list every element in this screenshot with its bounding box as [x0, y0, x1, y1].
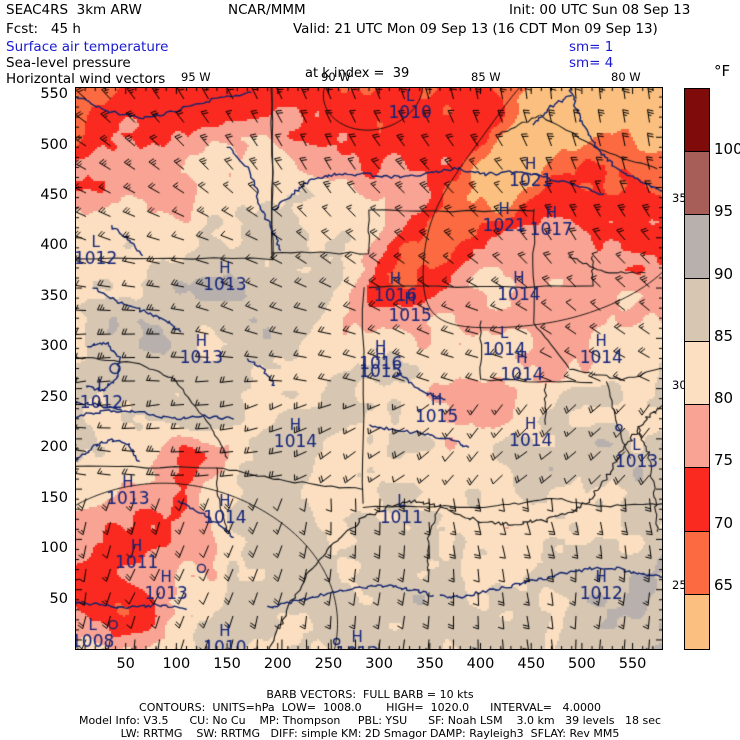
x-tick-350: 350: [415, 656, 444, 672]
model-info-label: Model Info: V3.5 CU: No Cu MP: Thompson …: [78, 714, 662, 727]
forecast-hour-label: Fcst: 45 h: [6, 21, 81, 37]
field-pressure-label: Sea-level pressure: [6, 55, 131, 71]
x-tick-100: 100: [162, 656, 191, 672]
physics-info-label: LW: RRTMG SW: RRTMG DIFF: simple KM: 2D …: [120, 727, 620, 740]
colorbar-tick-70: 70: [714, 513, 734, 532]
x-tick-200: 200: [263, 656, 292, 672]
colorbar-band-6: [685, 468, 709, 532]
longitude-label-0: 95 W: [181, 70, 211, 84]
colorbar-tick-80: 80: [714, 389, 734, 408]
x-tick-250: 250: [314, 656, 343, 672]
center-label: NCAR/MMM: [228, 2, 306, 18]
colorbar-units-label: °F: [714, 62, 731, 80]
colorbar-tick-95: 95: [714, 202, 734, 221]
y-tick-500: 500: [40, 136, 68, 153]
colorbar-tick-75: 75: [714, 451, 734, 470]
x-tick-500: 500: [568, 656, 596, 672]
smoothing-2-label: sm= 4: [569, 55, 614, 71]
barb-legend-label: BARB VECTORS: FULL BARB = 10 kts: [266, 688, 474, 701]
temperature-map-canvas[interactable]: [75, 87, 663, 650]
init-time-label: Init: 00 UTC Sun 08 Sep 13: [509, 2, 691, 18]
x-tick-50: 50: [116, 656, 135, 672]
x-tick-550: 550: [618, 656, 647, 672]
map-plot-area[interactable]: [75, 87, 663, 650]
colorbar-tick-65: 65: [714, 575, 734, 594]
y-tick-550: 550: [40, 86, 68, 103]
y-tick-450: 450: [40, 186, 68, 203]
y-tick-150: 150: [40, 489, 68, 506]
x-tick-150: 150: [213, 656, 241, 672]
colorbar-band-3: [685, 278, 709, 342]
field-wind-label: Horizontal wind vectors: [6, 71, 166, 87]
y-tick-400: 400: [40, 237, 68, 254]
colorbar-band-4: [685, 341, 709, 406]
y-tick-50: 50: [49, 590, 68, 607]
colorbar-tick-85: 85: [714, 326, 734, 345]
temperature-colorbar[interactable]: [684, 88, 710, 650]
y-tick-350: 350: [40, 287, 68, 304]
x-tick-300: 300: [365, 656, 393, 672]
longitude-label-2: 85 W: [471, 70, 501, 84]
colorbar-band-7: [685, 531, 709, 595]
field-temperature-label: Surface air temperature: [6, 39, 169, 55]
model-id-label: SEAC4RS 3km ARW: [6, 2, 142, 18]
longitude-label-1: 90 W: [321, 70, 351, 84]
x-tick-400: 400: [466, 656, 495, 672]
y-tick-250: 250: [40, 388, 68, 405]
longitude-label-3: 80 W: [611, 70, 641, 84]
k-index-label: at k index = 39: [305, 66, 410, 81]
colorbar-band-8: [685, 594, 709, 649]
colorbar-band-1: [685, 152, 709, 216]
y-tick-300: 300: [40, 338, 68, 355]
x-tick-450: 450: [517, 656, 546, 672]
colorbar-tick-100: 100: [714, 140, 740, 159]
colorbar-band-2: [685, 215, 709, 279]
colorbar-band-5: [685, 405, 709, 469]
y-tick-100: 100: [40, 540, 68, 557]
smoothing-1-label: sm= 1: [569, 39, 614, 55]
colorbar-band-0: [685, 89, 709, 153]
valid-time-label: Valid: 21 UTC Mon 09 Sep 13 (16 CDT Mon …: [293, 21, 658, 37]
y-tick-200: 200: [40, 439, 68, 456]
colorbar-tick-90: 90: [714, 264, 734, 283]
contour-legend-label: CONTOURS: UNITS=hPa LOW= 1008.0 HIGH= 10…: [139, 701, 601, 714]
